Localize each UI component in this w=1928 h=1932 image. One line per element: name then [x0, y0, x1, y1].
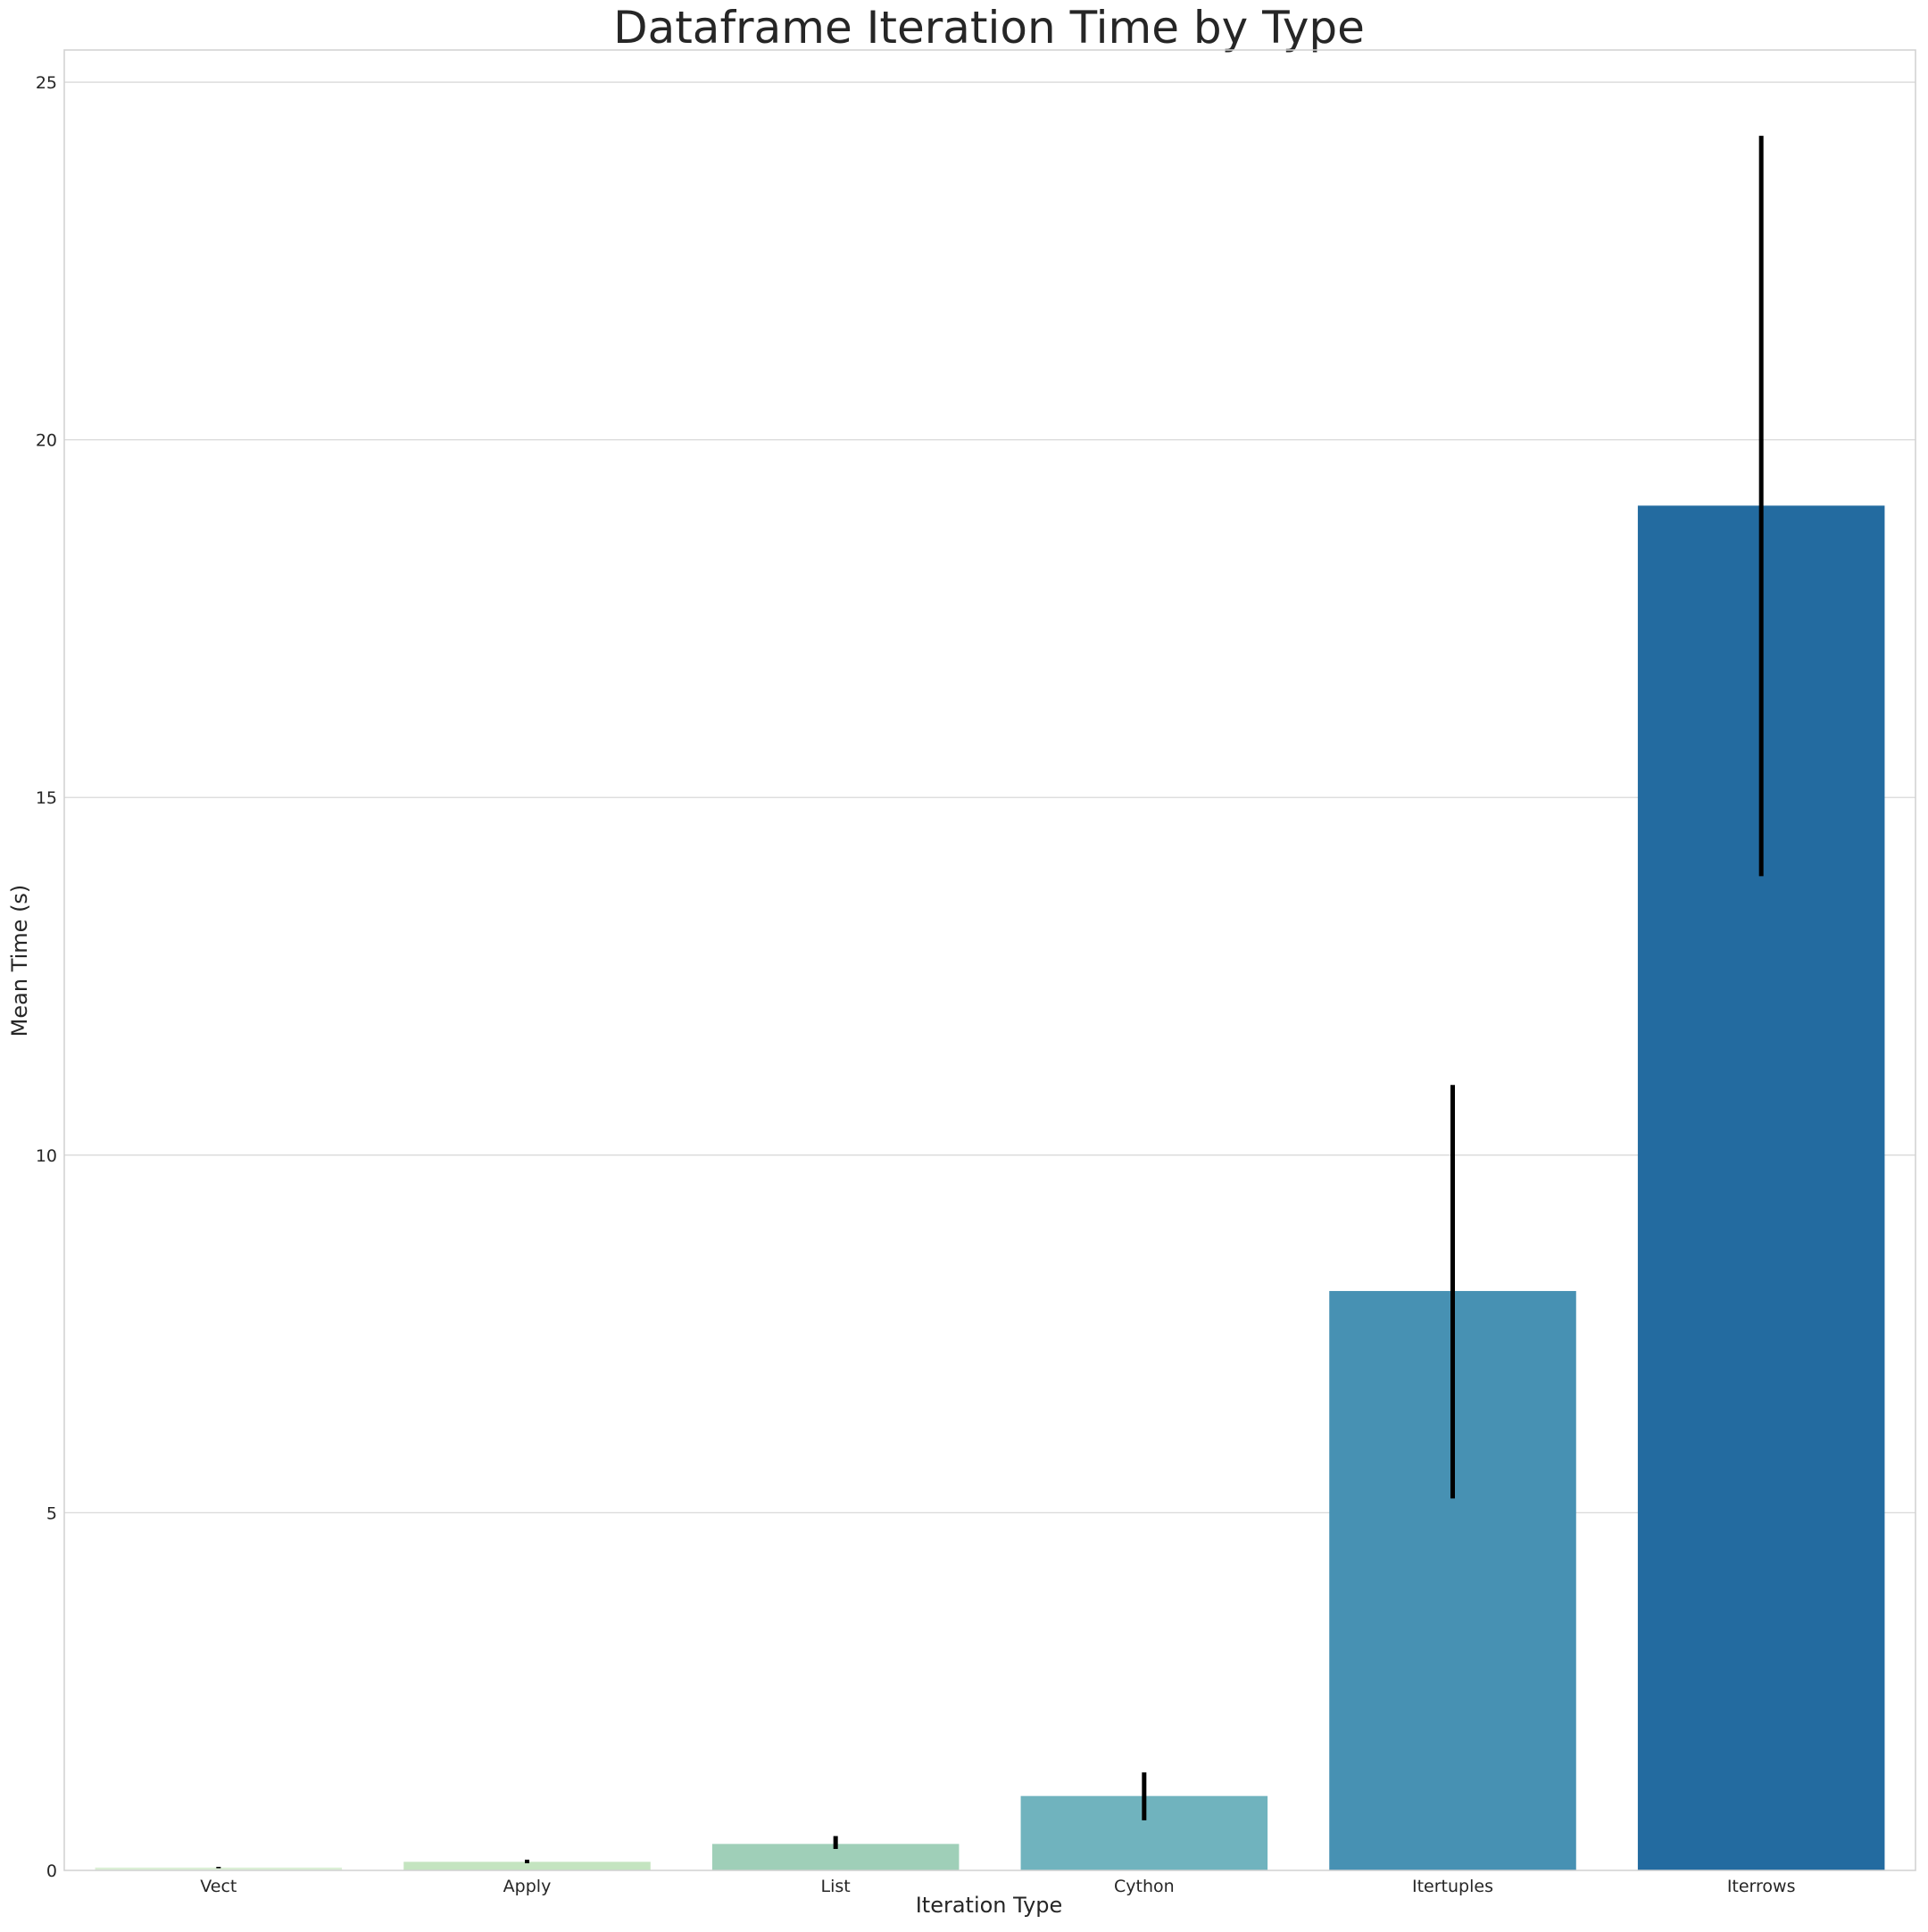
chart-title: Dataframe Iteration Time by Type: [613, 2, 1365, 54]
y-axis-ticks: 0 5 10 15 20 25: [36, 73, 57, 1881]
y-tick-label: 25: [36, 73, 57, 93]
error-bars: [216, 136, 1764, 1869]
bars: [95, 505, 1885, 1871]
x-axis-label: Iteration Type: [916, 1893, 1063, 1918]
x-tick-label: Vect: [200, 1877, 237, 1896]
y-tick-label: 20: [36, 431, 57, 451]
x-tick-label: Cython: [1114, 1877, 1175, 1896]
x-tick-label: Itertuples: [1412, 1877, 1493, 1896]
bar-apply: [403, 1861, 651, 1870]
y-tick-label: 10: [36, 1146, 57, 1166]
y-axis-label: Mean Time (s): [7, 885, 32, 1037]
x-tick-label: Apply: [503, 1877, 552, 1896]
x-axis-ticks: Vect Apply List Cython Itertuples Iterrows: [200, 1877, 1795, 1896]
grid-lines: [64, 81, 1916, 1514]
plot-frame: [63, 49, 1916, 1871]
x-tick-label: List: [821, 1877, 851, 1896]
y-tick-label: 5: [46, 1503, 57, 1523]
bar-vect: [95, 1867, 343, 1870]
y-tick-label: 15: [36, 788, 57, 808]
x-tick-label: Iterrows: [1727, 1877, 1796, 1896]
y-tick-label: 0: [46, 1861, 57, 1881]
